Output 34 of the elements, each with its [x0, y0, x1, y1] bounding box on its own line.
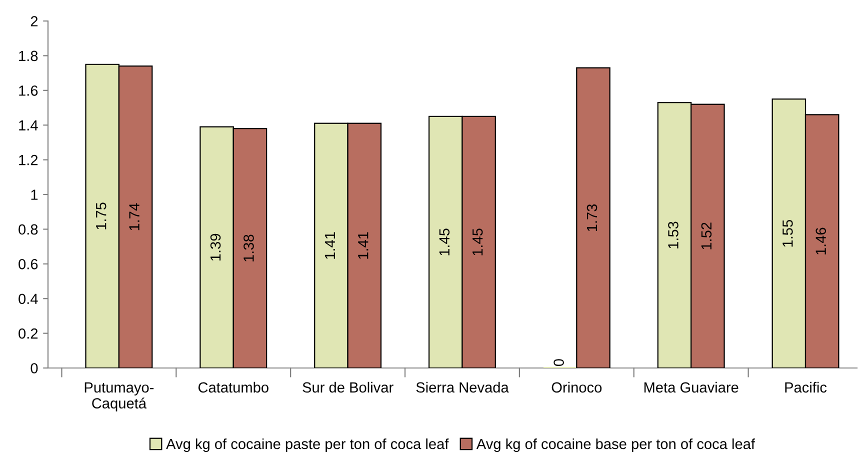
data-label: 1.55	[782, 220, 793, 247]
data-label: 1.41	[324, 232, 335, 259]
x-tick-label: Putumayo- Caquetá	[84, 382, 154, 412]
y-tick-label: 0	[30, 363, 38, 374]
data-label: 1.52	[701, 222, 712, 250]
y-tick-label: 1.8	[19, 50, 38, 62]
y-tick-label: 1	[31, 190, 38, 200]
data-label: 1.73	[586, 204, 598, 231]
data-label: 1.75	[96, 202, 106, 230]
y-tick-label: 1.4	[19, 120, 38, 130]
data-label: 0	[554, 359, 564, 366]
data-label: 1.38	[244, 234, 254, 262]
legend-label: Avg kg of cocaine paste per ton of coca leaf	[166, 438, 449, 452]
y-tick-label: 2	[30, 16, 38, 26]
data-label: 1.46	[816, 228, 826, 254]
x-tick-label: Pacific	[785, 382, 827, 393]
data-label: 1.74	[129, 203, 140, 230]
x-tick-label: Meta Guaviare	[644, 382, 738, 393]
legend-label: Avg kg of cocaine base per ton of coca leaf	[476, 438, 756, 452]
y-tick-label: 0.6	[18, 259, 38, 270]
x-tick-label: Sur de Bolivar	[302, 382, 394, 393]
data-label: 1.45	[472, 228, 483, 256]
y-tick-label: 0.2	[18, 328, 38, 339]
data-label: 1.41	[358, 232, 368, 259]
data-label: 1.53	[668, 222, 678, 248]
y-tick-label: 0.8	[18, 224, 38, 235]
x-tick-label: Catatumbo	[198, 382, 268, 393]
y-tick-label: 1.6	[19, 86, 38, 96]
y-tick-label: 1.2	[19, 154, 38, 166]
data-label: 1.39	[210, 234, 221, 260]
data-label: 1.45	[439, 228, 450, 256]
y-tick-label: 0.4	[18, 294, 38, 304]
x-tick-label: Orinoco	[552, 382, 602, 393]
x-tick-label: Sierra Nevada	[416, 382, 509, 393]
